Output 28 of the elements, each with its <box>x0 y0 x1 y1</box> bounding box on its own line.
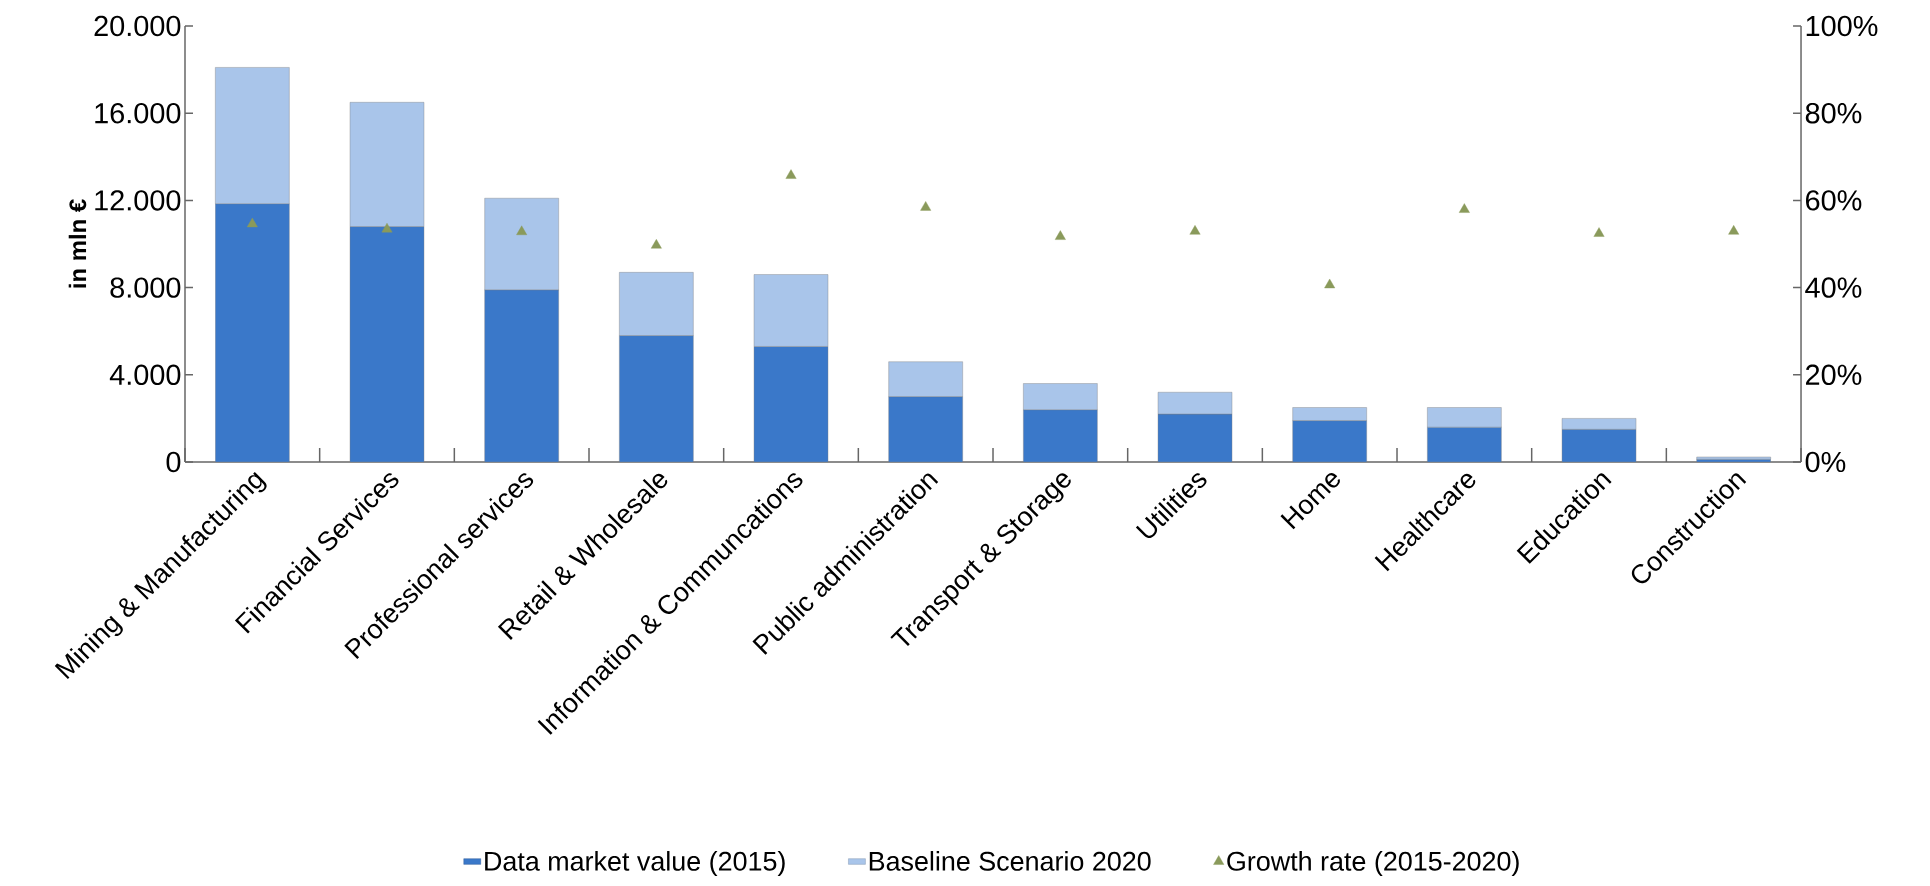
point <box>785 169 797 179</box>
point <box>1324 278 1336 289</box>
legend-label: Growth rate (2015-2020) <box>1227 851 1519 877</box>
point <box>516 225 528 235</box>
y2-tick-label: 0% <box>1805 451 1846 473</box>
point <box>1728 225 1740 235</box>
y-axis-title: in mln € <box>68 199 87 288</box>
point <box>1189 225 1201 235</box>
point <box>1593 227 1605 237</box>
legend-label: Baseline Scenario 2020 <box>869 851 1151 871</box>
y2-tick-label: 20% <box>1806 364 1862 386</box>
y2-tick-label: 40% <box>1805 277 1862 298</box>
y-tick-label: 16.000 <box>95 102 181 124</box>
y2-tick-label: 100% <box>1806 15 1878 37</box>
y-tick-label: 8.000 <box>110 277 181 298</box>
y2-tick-label: 80% <box>1805 102 1862 124</box>
point <box>920 201 932 211</box>
y-tick-label: 12.000 <box>95 190 181 211</box>
point <box>1054 230 1066 240</box>
legend-label: Data market value (2015) <box>485 851 785 877</box>
point <box>246 217 258 228</box>
point <box>650 239 662 249</box>
y2-tick-label: 60% <box>1806 190 1862 211</box>
point <box>1458 203 1470 213</box>
y-tick-label: 20.000 <box>94 15 181 37</box>
y-tick-label: 0 <box>166 451 181 473</box>
y-tick-label: 4.000 <box>109 364 181 386</box>
point <box>381 222 393 233</box>
